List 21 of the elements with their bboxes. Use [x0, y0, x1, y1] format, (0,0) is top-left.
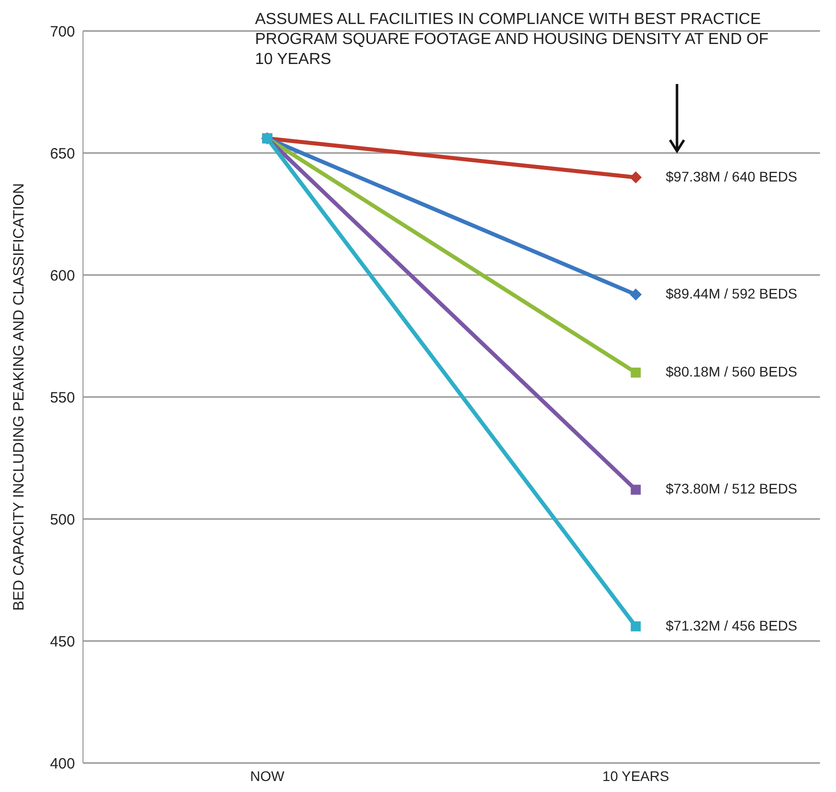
- x-tick-label: 10 YEARS: [602, 768, 670, 784]
- series-label: $73.80M / 512 BEDS: [666, 480, 798, 497]
- y-tick-label: 700: [50, 23, 75, 40]
- y-axis-title: BED CAPACITY INCLUDING PEAKING AND CLASSIFICATION: [10, 183, 28, 611]
- point: [630, 368, 641, 378]
- series-label: $97.38M / 640 BEDS: [666, 168, 798, 184]
- y-tick-label: 550: [50, 389, 75, 406]
- point: [630, 171, 642, 184]
- point: [630, 484, 641, 495]
- series-label: $71.32M / 456 BEDS: [666, 617, 798, 634]
- series-label: $89.44M / 592 BEDS: [666, 286, 798, 302]
- x-tick-label: NOW: [250, 768, 286, 784]
- y-tick-label: 600: [50, 267, 75, 284]
- y-tick-label: 650: [50, 145, 75, 162]
- point: [630, 621, 641, 632]
- y-tick-label: 450: [50, 633, 75, 650]
- point: [630, 288, 642, 301]
- y-tick-label: 500: [50, 511, 75, 528]
- annotation: ASSUMES ALL FACILITIES IN COMPLIANCE WITH BEST PRACTICE PROGRAM SQUARE FOOTAGE AND HOUSING DENSITY AT END OF 10 YEARS: [255, 10, 770, 70]
- series-label: $80.18M / 560 BEDS: [666, 364, 798, 380]
- y-tick-label: 400: [50, 755, 75, 772]
